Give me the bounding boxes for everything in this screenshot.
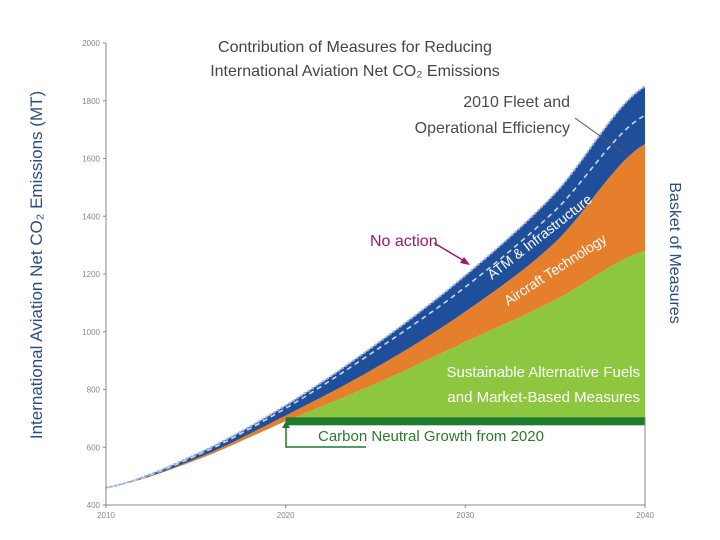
cng-band: [285, 417, 645, 426]
annot-no-action: No action: [370, 233, 438, 250]
line-2010-fleet: [105, 114, 646, 489]
cng-bracket: [285, 426, 366, 448]
y-tick-label: 1200: [82, 270, 100, 279]
y-axis-label: International Aviation Net CO₂ Emissions…: [27, 91, 46, 439]
x-tick-label: 2010: [97, 511, 115, 520]
annot-fleet-line2: Operational Efficiency: [415, 120, 570, 137]
label-cng: Carbon Neutral Growth from 2020: [318, 428, 544, 445]
label-fuels-line2: and Market-Based Measures: [447, 389, 640, 406]
y-tick-label: 1000: [82, 328, 100, 337]
label-basket-of-measures: Basket of Measures: [666, 182, 683, 323]
chart-title-line2: International Aviation Net CO₂ Emissions: [210, 63, 500, 80]
cng-bracket-arrowhead: [282, 421, 290, 428]
label-fuels-line1: Sustainable Alternative Fuels: [447, 364, 640, 381]
area-fuels-market-based: [285, 250, 645, 422]
no-action-arrowhead: [460, 257, 470, 265]
fleet-pointer-line: [574, 117, 629, 157]
y-tick-label: 1800: [82, 97, 100, 106]
axes-layer: [103, 42, 646, 508]
y-tick-label: 800: [87, 386, 101, 395]
chart-title-line1: Contribution of Measures for Reducing: [218, 39, 492, 56]
annot-fleet-line1: 2010 Fleet and: [463, 94, 570, 111]
tick-label-layer: 400 600 800 1000 1200 1400 1600 1800 2000 2010 202…: [82, 39, 654, 520]
line-no-action: [105, 85, 646, 489]
y-tick-label: 1600: [82, 155, 100, 164]
y-tick-label: 1400: [82, 212, 100, 221]
x-tick-label: 2020: [277, 511, 295, 520]
y-tick-label: 600: [87, 443, 101, 452]
y-tick-label: 400: [87, 501, 101, 510]
y-tick-label: 2000: [82, 39, 100, 48]
area-layer: [105, 85, 646, 489]
no-action-arrow: [433, 242, 467, 263]
x-tick-label: 2030: [456, 511, 474, 520]
x-tick-label: 2040: [636, 511, 654, 520]
